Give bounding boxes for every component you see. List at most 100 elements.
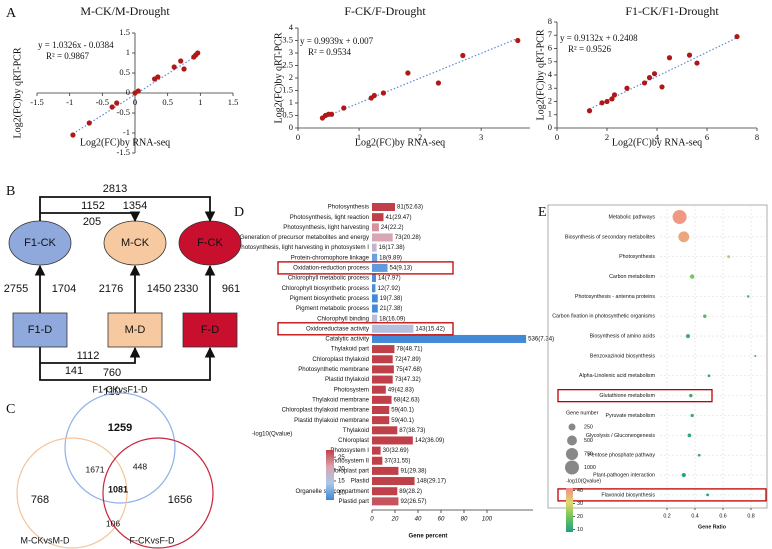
y-axis-label: Log2(FC)by qRT-PCR (535, 29, 546, 120)
colorbar-tick-label: 30 (577, 501, 583, 507)
x-tick-label: 1.5 (228, 97, 239, 107)
point (641, 80, 648, 86)
category-label: Photosynthesis - antenna proteins (575, 294, 655, 300)
category-label: Plastid thylakoid (325, 376, 369, 383)
point (609, 96, 615, 102)
bar-label: 92(26.57) (400, 498, 426, 505)
bar (372, 487, 398, 496)
edge-arrow (39, 346, 141, 364)
dot (706, 493, 709, 497)
category-label: Pyruvate metabolism (606, 413, 656, 419)
bar (372, 203, 395, 211)
x-tick-label: 1 (357, 132, 361, 142)
y-tick-label: -1 (123, 127, 130, 137)
venn-region-count: 1656 (168, 494, 192, 506)
bar-label: 72(47.89) (395, 356, 421, 363)
x-tick-label: 0.2 (663, 513, 670, 519)
r-squared: R² = 0.9867 (46, 51, 90, 61)
bar-label: 14(7.97) (378, 275, 401, 282)
point (380, 90, 387, 96)
x-axis-label: Log2(FC)by RNA-seq (80, 137, 170, 148)
bar (372, 304, 378, 313)
dot (687, 433, 692, 438)
colorbar-tick-label: 40 (577, 488, 583, 494)
point (109, 104, 115, 110)
y-tick-label: 5 (548, 56, 552, 66)
node-label: F-CK (197, 237, 223, 249)
venn-region-count: 768 (31, 494, 49, 506)
category-label: Metabolic pathways (608, 214, 655, 220)
bar (372, 497, 399, 506)
category-label: Pigment metabolic process (296, 305, 369, 312)
x-tick-label: 0 (133, 97, 137, 107)
point (686, 52, 693, 58)
x-tick-label: 40 (415, 516, 422, 523)
panel-label: E (538, 205, 547, 220)
x-axis-label: Gene Ratio (698, 524, 727, 530)
point (181, 66, 187, 72)
edge-arrow (39, 211, 141, 223)
point (70, 132, 76, 138)
y-tick-label: 3 (289, 47, 293, 57)
colorbar-tick-label: 20 (338, 466, 345, 473)
dot (672, 210, 687, 224)
category-label: Carbon fixation in photosynthetic organi… (552, 314, 655, 320)
category-label: Oxidation-reduction process (293, 265, 369, 272)
x-tick-label: 4 (655, 132, 660, 142)
edge-count: 2176 (99, 283, 123, 295)
edge-count: 1112 (77, 350, 100, 362)
x-tick-label: 3 (479, 132, 483, 142)
node-label: M-CK (121, 237, 150, 249)
bar-label: 12(7.92) (377, 285, 400, 292)
bar (372, 243, 377, 252)
x-tick-label: 0.8 (747, 513, 754, 519)
venn-set (102, 437, 214, 549)
x-tick-label: -0.5 (96, 97, 109, 107)
category-label: Biosynthesis of amino acids (590, 334, 656, 340)
x-tick-label: -1 (66, 97, 73, 107)
venn-region-count: 1081 (108, 484, 128, 494)
node-label: F1-CK (24, 237, 56, 249)
category-label: Pigment biosynthetic process (290, 295, 369, 302)
bar-label: 536(7.34) (528, 336, 554, 343)
y-tick-label: 7 (548, 29, 552, 39)
category-label: Carbon metabolism (609, 274, 656, 280)
bar-label: 148(29.17) (417, 478, 446, 485)
point (694, 60, 700, 66)
point (624, 85, 630, 91)
category-label: Chlorophyll biosynthetic process (282, 285, 369, 292)
category-label: Chloroplast thylakoid (312, 356, 369, 363)
edge-count: 2330 (174, 283, 198, 295)
node-label: F-D (201, 324, 219, 336)
x-axis-label: Log2(FC)by RNA-seq (355, 137, 445, 148)
x-tick-label: 0.4 (691, 513, 698, 519)
point (460, 52, 466, 59)
x-tick-label: 100 (482, 516, 493, 523)
venn-set-label: M-CKvsM-D (21, 535, 70, 545)
dot (703, 314, 707, 318)
bar-label: 37(31.55) (384, 457, 410, 464)
category-label: Chlorophyll binding (317, 315, 369, 322)
venn-region-count: 448 (133, 461, 147, 471)
bar (372, 253, 378, 262)
point (646, 75, 653, 81)
x-tick-label: 0.6 (719, 513, 726, 519)
y-tick-label: 3 (548, 82, 552, 92)
colorbar (326, 450, 334, 500)
size-legend-mark (568, 423, 576, 431)
size-legend-label: 750 (584, 451, 593, 457)
point (195, 50, 201, 56)
category-label: Photosystem II (329, 457, 370, 464)
bar-label: 143(15.42) (415, 325, 444, 332)
dot (746, 295, 750, 298)
highlight-box (277, 261, 454, 275)
category-label: Generation of precursor metabolites and … (240, 234, 370, 241)
colorbar-tick-label: 15 (338, 478, 345, 485)
y-axis-label: Log2(FC)by qRT-PCR (12, 47, 23, 138)
colorbar (566, 488, 573, 532)
chart-title: F-CK/F-Drought (344, 4, 426, 18)
chart-title: F1-CK/F1-Drought (625, 4, 719, 18)
bar (372, 436, 413, 445)
dot (685, 334, 691, 339)
bar (372, 456, 383, 465)
